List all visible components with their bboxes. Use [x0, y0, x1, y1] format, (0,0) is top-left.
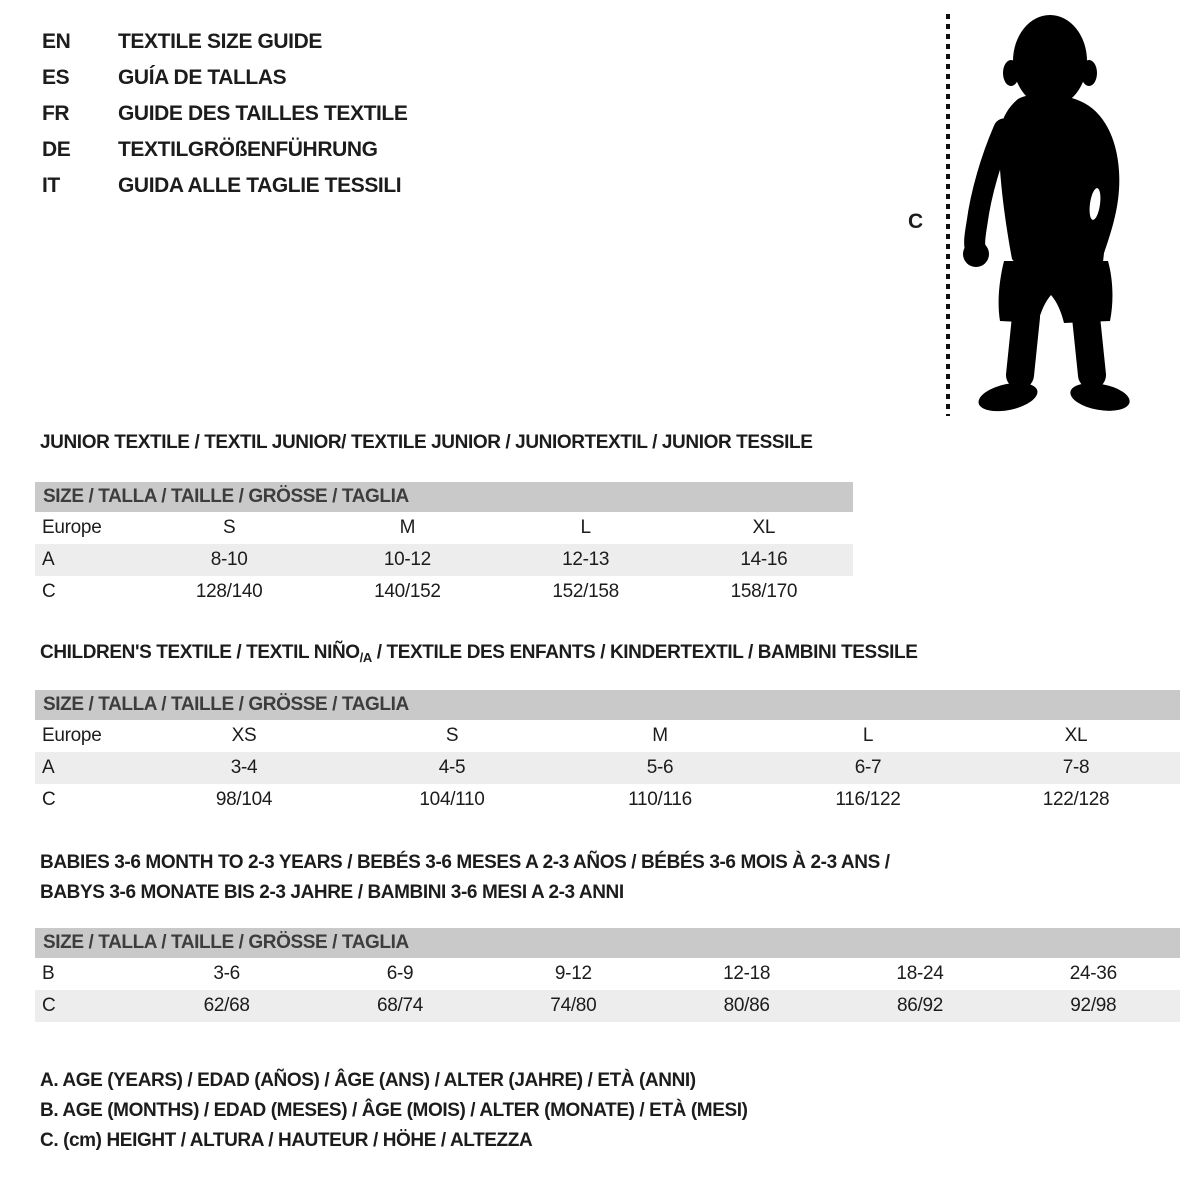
age-cell: 8-10: [210, 549, 248, 570]
height-cell: 74/80: [550, 995, 597, 1016]
babies-size-table: SIZE / TALLA / TAILLE / GRÖSSE / TAGLIA …: [35, 928, 1180, 1022]
height-cell: 104/110: [419, 789, 485, 810]
junior-size-header-bar: SIZE / TALLA / TAILLE / GRÖSSE / TAGLIA: [35, 482, 853, 512]
height-cell: 86/92: [896, 995, 943, 1016]
size-cell: L: [862, 725, 874, 746]
age-cell: 10-12: [383, 549, 431, 570]
age-cell: 12-13: [562, 549, 610, 570]
months-cell: 12-18: [723, 963, 771, 984]
age-cell: 4-5: [438, 757, 466, 778]
size-cell: M: [399, 517, 416, 538]
junior-sizes-row: Europe S M L XL: [35, 512, 853, 544]
months-cell: 3-6: [213, 963, 240, 984]
months-cell: 18-24: [896, 963, 944, 984]
language-row-es: ES GUÍA DE TALLAS: [42, 60, 407, 96]
babies-size-header-bar: SIZE / TALLA / TAILLE / GRÖSSE / TAGLIA: [35, 928, 1180, 958]
height-cell: 122/128: [1042, 789, 1110, 810]
children-heading-part1: CHILDREN'S TEXTILE / TEXTIL NIÑO: [40, 642, 360, 663]
children-heading-part2: / TEXTILE DES ENFANTS / KINDERTEXTIL / B…: [371, 642, 918, 663]
babies-section-heading: BABIES 3-6 MONTH TO 2-3 YEARS / BEBÉS 3-…: [40, 848, 890, 908]
toddler-silhouette-image: [963, 15, 1130, 412]
months-cell: 9-12: [554, 963, 592, 984]
size-cell: XL: [1064, 725, 1088, 746]
measurement-legend: A. AGE (YEARS) / EDAD (AÑOS) / ÂGE (ANS)…: [40, 1066, 748, 1156]
children-heading-sub: /A: [359, 650, 373, 665]
height-cell: 158/170: [730, 581, 798, 602]
size-cell: XL: [752, 517, 776, 538]
size-cell: L: [580, 517, 591, 538]
height-measure-dashed-line: [946, 14, 950, 416]
row-label: A: [42, 549, 55, 570]
height-cell: 128/140: [195, 581, 263, 602]
height-cell: 152/158: [552, 581, 619, 602]
size-cell: M: [652, 725, 668, 746]
height-cell: 80/86: [723, 995, 770, 1016]
language-row-en: EN TEXTILE SIZE GUIDE: [42, 24, 407, 60]
children-sizes-row: Europe XS S M L XL: [35, 720, 1180, 752]
months-cell: 24-36: [1069, 963, 1117, 984]
language-code: DE: [42, 138, 71, 161]
language-code: FR: [42, 102, 70, 125]
children-height-row: C 98/104 104/110 110/116 116/122 122/128: [35, 784, 1180, 816]
children-size-header-bar: SIZE / TALLA / TAILLE / GRÖSSE / TAGLIA: [35, 690, 1180, 720]
children-size-table: SIZE / TALLA / TAILLE / GRÖSSE / TAGLIA …: [35, 690, 1180, 816]
age-cell: 3-4: [230, 757, 258, 778]
age-cell: 6-7: [854, 757, 882, 778]
height-cell: 140/152: [374, 581, 441, 602]
months-cell: 6-9: [386, 963, 414, 984]
guide-title: GUIDE DES TAILLES TEXTILE: [118, 102, 408, 125]
row-label: B: [42, 963, 55, 984]
age-cell: 5-6: [646, 757, 674, 778]
junior-age-row: A 8-10 10-12 12-13 14-16: [35, 544, 853, 576]
measure-label-c: C: [908, 210, 924, 233]
height-cell: 110/116: [628, 789, 692, 810]
children-section-heading: CHILDREN'S TEXTILE / TEXTIL NIÑO/A / TEX…: [40, 642, 918, 665]
row-label: C: [42, 995, 56, 1016]
language-row-de: DE TEXTILGRÖßENFÜHRUNG: [42, 132, 407, 168]
language-code: IT: [42, 174, 60, 197]
height-cell: 62/68: [203, 995, 250, 1016]
language-title-list: EN TEXTILE SIZE GUIDE ES GUÍA DE TALLAS …: [42, 24, 408, 204]
height-cell: 98/104: [215, 789, 273, 810]
language-row-it: IT GUIDA ALLE TAGLIE TESSILI: [42, 168, 407, 204]
size-cell: S: [222, 517, 236, 538]
language-code: EN: [42, 30, 71, 53]
language-code: ES: [42, 66, 70, 89]
row-label: A: [42, 757, 55, 778]
size-cell: XS: [231, 725, 257, 746]
language-row-fr: FR GUIDE DES TAILLES TEXTILE: [42, 96, 408, 132]
junior-size-table: SIZE / TALLA / TAILLE / GRÖSSE / TAGLIA …: [35, 482, 853, 608]
legend-line-c: C. (cm) HEIGHT / ALTURA / HAUTEUR / HÖHE…: [40, 1130, 533, 1151]
height-cell: 92/98: [1070, 995, 1117, 1016]
height-cell: 116/122: [835, 789, 901, 810]
guide-title: TEXTILGRÖßENFÜHRUNG: [118, 138, 378, 161]
age-cell: 7-8: [1062, 757, 1090, 778]
junior-height-row: C 128/140 140/152 152/158 158/170: [35, 576, 853, 608]
legend-line-b: B. AGE (MONTHS) / EDAD (MESES) / ÂGE (MO…: [40, 1100, 748, 1121]
junior-section-heading: JUNIOR TEXTILE / TEXTIL JUNIOR/ TEXTILE …: [40, 432, 813, 453]
guide-title: TEXTILE SIZE GUIDE: [118, 30, 322, 53]
region-label: Europe: [42, 517, 102, 538]
row-label: C: [42, 789, 56, 810]
children-age-row: A 3-4 4-5 5-6 6-7 7-8: [35, 752, 1180, 784]
guide-title: GUIDA ALLE TAGLIE TESSILI: [118, 174, 402, 197]
size-cell: S: [445, 725, 459, 746]
row-label: C: [42, 581, 56, 602]
babies-height-row: C 62/68 68/74 74/80 80/86 86/92 92/98: [35, 990, 1180, 1022]
babies-heading-line2: BABYS 3-6 MONATE BIS 2-3 JAHRE / BAMBINI…: [40, 882, 624, 903]
babies-heading-line1: BABIES 3-6 MONTH TO 2-3 YEARS / BEBÉS 3-…: [40, 852, 890, 873]
height-cell: 68/74: [376, 995, 424, 1016]
guide-title: GUÍA DE TALLAS: [118, 66, 287, 89]
region-label: Europe: [42, 725, 102, 746]
legend-line-a: A. AGE (YEARS) / EDAD (AÑOS) / ÂGE (ANS)…: [40, 1070, 696, 1091]
babies-months-row: B 3-6 6-9 9-12 12-18 18-24 24-36: [35, 958, 1180, 990]
age-cell: 14-16: [740, 549, 788, 570]
